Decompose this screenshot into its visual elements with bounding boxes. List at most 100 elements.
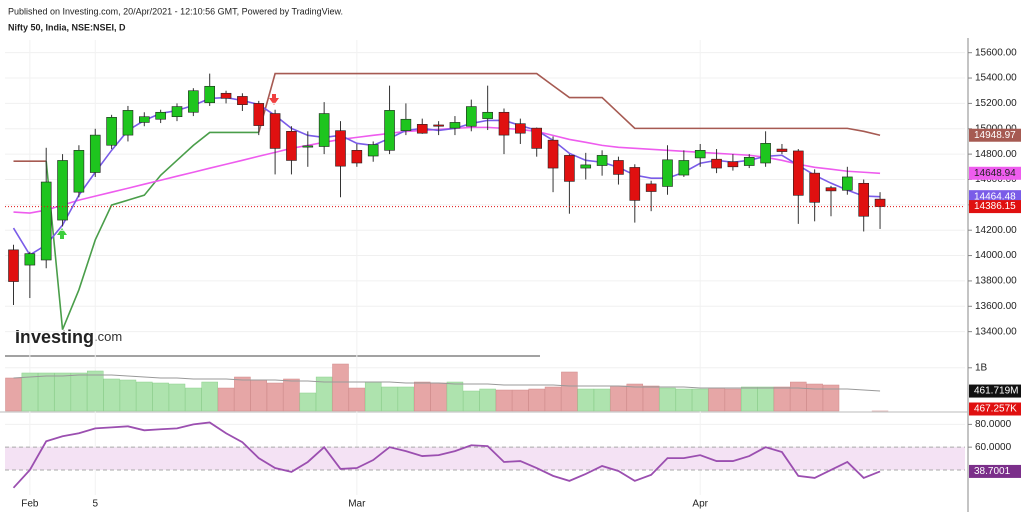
candle-body — [613, 160, 624, 175]
volume-bar — [610, 385, 627, 412]
x-tick-label: Mar — [348, 499, 366, 510]
logo-suffix: .com — [94, 329, 122, 344]
candle-body — [73, 150, 85, 193]
y-tick-label: 13400.00 — [975, 326, 1017, 337]
volume-bar — [152, 382, 169, 412]
last-value-label: 14948.97 — [974, 130, 1016, 141]
candle-body — [564, 155, 575, 182]
candle-body — [792, 150, 804, 196]
candle-body — [842, 176, 853, 191]
candle-body — [188, 90, 199, 113]
candle-body — [727, 161, 739, 168]
candle-body — [776, 148, 788, 152]
last-value-label: 38.7001 — [974, 466, 1011, 477]
volume-bar — [70, 372, 88, 412]
last-value-label: 461.719M — [974, 386, 1018, 397]
volume-bar — [266, 382, 284, 412]
volume-bar — [397, 386, 415, 412]
candle-body — [858, 182, 870, 217]
candle-body — [302, 145, 314, 148]
candle-body — [743, 156, 755, 166]
subtitle: Published on Investing.com, 20/Apr/2021 … — [8, 6, 343, 16]
y-tick-label: 14800.00 — [975, 149, 1017, 160]
volume-bar — [430, 382, 447, 412]
volume-bar — [512, 389, 529, 412]
candle-body — [416, 124, 428, 134]
last-value-box — [969, 190, 1021, 204]
buy-signal — [57, 228, 67, 239]
y-tick-label: 15600.00 — [975, 47, 1017, 58]
candle-body — [433, 124, 444, 127]
candle-body — [351, 150, 363, 164]
candle-body — [269, 113, 281, 149]
candle-body — [760, 143, 771, 164]
volume-bar — [136, 381, 153, 412]
overlay-line — [45, 131, 259, 330]
candle-body — [809, 172, 820, 203]
last-value-label: 14464.48 — [974, 191, 1016, 202]
volume-bar — [5, 377, 22, 412]
candle-body — [465, 106, 477, 127]
volume-bar — [708, 387, 725, 412]
volume-bar — [446, 381, 464, 412]
candle-body — [171, 106, 183, 118]
candle-body — [645, 183, 657, 192]
candle-body — [8, 249, 19, 282]
candle-body — [874, 198, 886, 207]
last-value-box — [969, 384, 1021, 398]
candle-body — [89, 134, 101, 173]
volume-bar — [381, 386, 398, 412]
last-value-box — [969, 402, 1021, 416]
volume-bar — [593, 388, 611, 412]
candle-body — [694, 150, 706, 159]
x-tick-label: Feb — [21, 499, 39, 510]
volume-bar — [495, 389, 513, 412]
candle-body — [286, 130, 297, 161]
volume-bar — [479, 388, 496, 412]
candle-body — [580, 164, 592, 169]
volume-bar — [757, 386, 774, 412]
last-value-box — [969, 128, 1021, 142]
volume-bar — [659, 387, 676, 412]
title: Nifty 50, India, NSE:NSEI, D — [8, 22, 126, 32]
volume-bar — [185, 387, 202, 412]
candle-body — [662, 159, 673, 187]
candle-body — [596, 155, 608, 166]
candle-body — [482, 111, 493, 119]
volume-bar — [348, 387, 366, 412]
y-tick-label: 1B — [975, 362, 988, 373]
volume-bar — [119, 379, 137, 412]
candle-body — [449, 122, 461, 129]
volume-bar — [168, 383, 186, 412]
candle-body — [139, 116, 150, 123]
volume-bar — [691, 388, 709, 412]
overlay-line — [257, 72, 881, 137]
last-value-label: 467.257K — [974, 404, 1017, 415]
y-tick-label: 13600.00 — [975, 301, 1017, 312]
last-value-box — [969, 166, 1021, 180]
candle-body — [253, 103, 265, 126]
candle-body — [155, 111, 166, 120]
volume-bar — [544, 386, 562, 412]
candle-body — [204, 85, 215, 104]
volume-bar — [332, 363, 349, 412]
candle-body — [335, 130, 346, 167]
volume-bar — [463, 390, 480, 412]
candle-body — [24, 253, 36, 266]
candle-body — [237, 96, 248, 105]
volume-bar — [201, 381, 218, 412]
candle-body — [825, 187, 837, 192]
y-tick-label: 14200.00 — [975, 225, 1017, 236]
last-value-box — [969, 464, 1021, 478]
volume-bar — [773, 386, 791, 412]
volume-bar — [642, 385, 660, 412]
volume-bar — [790, 381, 807, 412]
x-tick-label: Apr — [692, 499, 708, 510]
volume-bar — [283, 378, 300, 412]
volume-bar — [103, 378, 120, 412]
candle-body — [40, 181, 52, 261]
volume-bar — [414, 381, 431, 412]
logo-name: Investing — [15, 327, 94, 347]
